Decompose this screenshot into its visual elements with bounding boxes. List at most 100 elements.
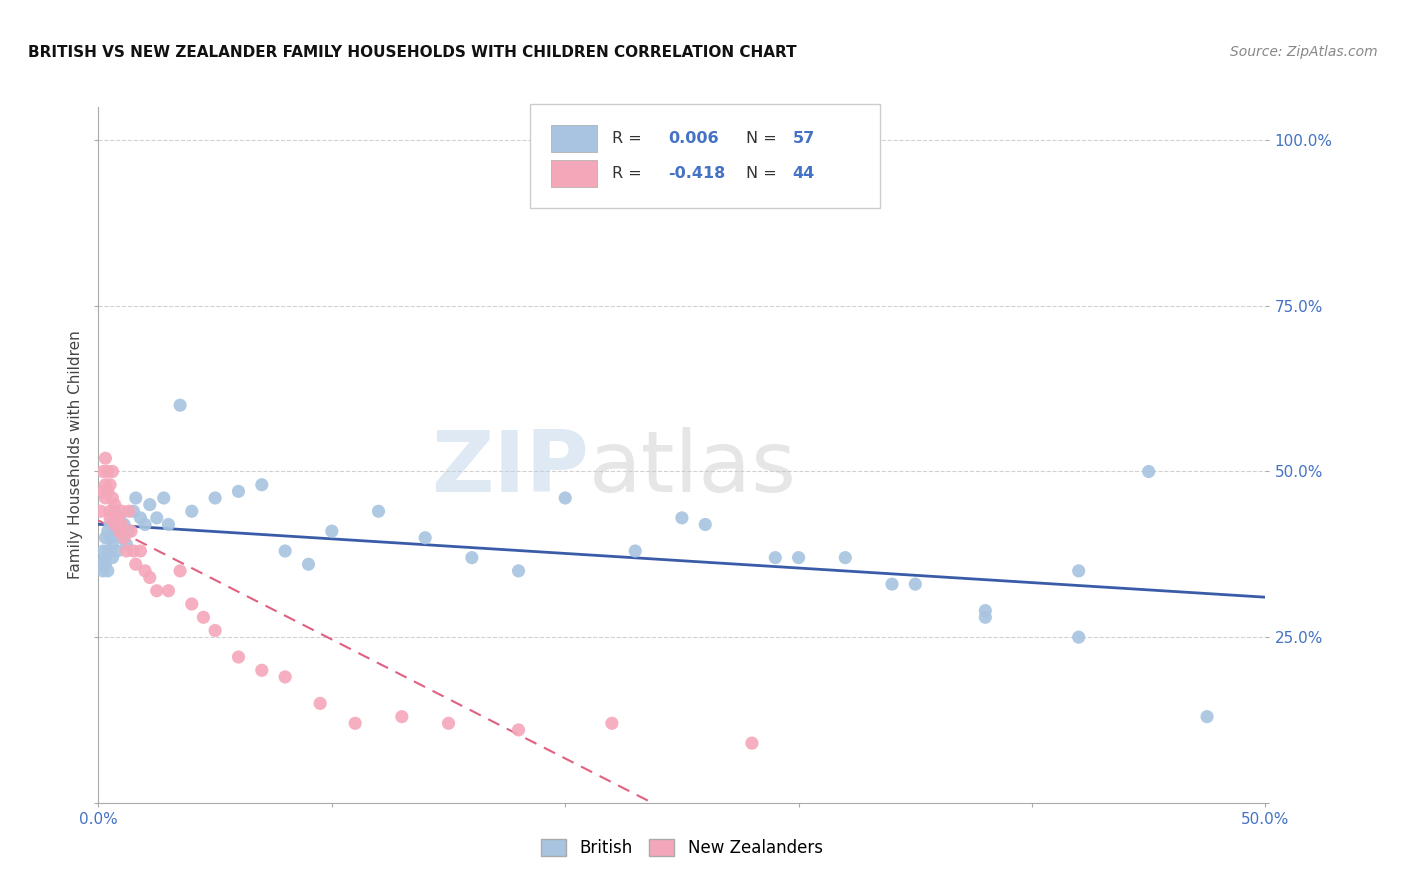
Point xyxy=(169,564,191,578)
Point xyxy=(91,465,114,479)
FancyBboxPatch shape xyxy=(551,125,596,152)
Point xyxy=(508,723,530,737)
Point xyxy=(91,484,114,499)
Point xyxy=(671,511,693,525)
Point xyxy=(139,498,162,512)
Point xyxy=(157,583,180,598)
Point xyxy=(228,484,250,499)
Point xyxy=(146,511,169,525)
Point xyxy=(101,491,124,505)
Text: N =: N = xyxy=(747,166,782,181)
Point xyxy=(112,531,135,545)
Point xyxy=(204,491,226,505)
Point xyxy=(98,504,121,518)
FancyBboxPatch shape xyxy=(551,160,596,186)
Point xyxy=(111,517,134,532)
Point xyxy=(97,544,120,558)
Text: -0.418: -0.418 xyxy=(668,166,725,181)
Point xyxy=(125,558,148,572)
Point xyxy=(118,524,141,538)
Point xyxy=(101,537,124,551)
Point xyxy=(104,504,127,518)
Text: 44: 44 xyxy=(793,166,815,181)
Point xyxy=(104,524,127,538)
Text: R =: R = xyxy=(612,166,647,181)
Point xyxy=(904,577,927,591)
Point xyxy=(309,697,332,711)
Point xyxy=(129,511,152,525)
Point xyxy=(1137,465,1160,479)
Y-axis label: Family Households with Children: Family Households with Children xyxy=(67,331,83,579)
Point xyxy=(763,550,786,565)
Point xyxy=(111,531,134,545)
Point xyxy=(437,716,460,731)
Point xyxy=(1067,630,1090,644)
Text: atlas: atlas xyxy=(589,427,797,510)
Text: 57: 57 xyxy=(793,131,815,146)
Point xyxy=(228,650,250,665)
Point xyxy=(108,511,131,525)
Point xyxy=(180,597,202,611)
Point xyxy=(129,544,152,558)
Point xyxy=(125,491,148,505)
Point xyxy=(104,517,127,532)
Text: N =: N = xyxy=(747,131,782,146)
Point xyxy=(250,663,273,677)
Point xyxy=(94,558,117,572)
Point xyxy=(787,550,810,565)
FancyBboxPatch shape xyxy=(530,103,880,208)
Point xyxy=(122,504,145,518)
Point xyxy=(115,537,138,551)
Point xyxy=(180,504,202,518)
Point xyxy=(97,564,120,578)
Point xyxy=(413,531,436,545)
Point xyxy=(98,531,121,545)
Point xyxy=(101,465,124,479)
Point xyxy=(98,511,121,525)
Point xyxy=(1195,709,1218,723)
Point xyxy=(111,504,134,518)
Point xyxy=(461,550,484,565)
Point xyxy=(94,491,117,505)
Point xyxy=(974,610,997,624)
Point xyxy=(94,531,117,545)
Point xyxy=(624,544,647,558)
Point xyxy=(91,544,114,558)
Point xyxy=(97,524,120,538)
Point xyxy=(105,544,128,558)
Point xyxy=(695,517,717,532)
Point xyxy=(105,511,128,525)
Point xyxy=(554,491,576,505)
Point xyxy=(118,504,141,518)
Point xyxy=(94,451,117,466)
Point xyxy=(122,544,145,558)
Text: R =: R = xyxy=(612,131,647,146)
Point xyxy=(104,498,127,512)
Point xyxy=(97,465,120,479)
Point xyxy=(94,477,117,491)
Point xyxy=(169,398,191,412)
Point xyxy=(152,491,174,505)
Point xyxy=(297,558,319,572)
Point xyxy=(1067,564,1090,578)
Text: ZIP: ZIP xyxy=(430,427,589,510)
Point xyxy=(112,517,135,532)
Point xyxy=(600,716,623,731)
Legend: British, New Zealanders: British, New Zealanders xyxy=(534,832,830,864)
Point xyxy=(139,570,162,584)
Point xyxy=(98,477,121,491)
Text: BRITISH VS NEW ZEALANDER FAMILY HOUSEHOLDS WITH CHILDREN CORRELATION CHART: BRITISH VS NEW ZEALANDER FAMILY HOUSEHOL… xyxy=(28,45,797,60)
Point xyxy=(90,558,112,572)
Point xyxy=(146,583,169,598)
Point xyxy=(115,544,138,558)
Point xyxy=(834,550,856,565)
Point xyxy=(94,550,117,565)
Point xyxy=(120,524,142,538)
Point xyxy=(97,484,120,499)
Point xyxy=(250,477,273,491)
Point xyxy=(157,517,180,532)
Point xyxy=(391,709,413,723)
Point xyxy=(98,517,121,532)
Point xyxy=(193,610,215,624)
Text: Source: ZipAtlas.com: Source: ZipAtlas.com xyxy=(1230,45,1378,59)
